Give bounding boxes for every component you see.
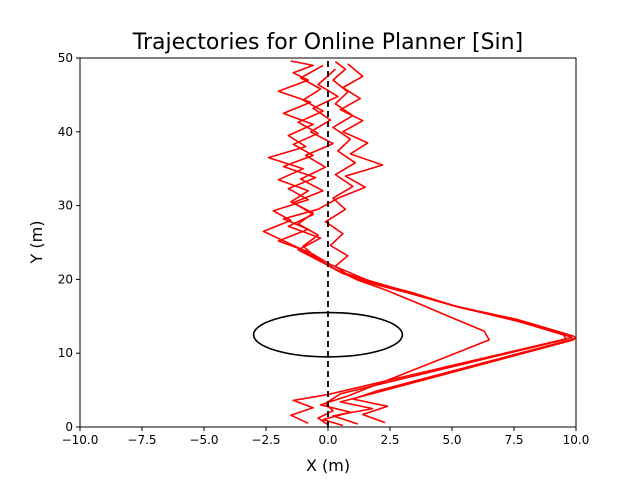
x-tick-label: 5.0 xyxy=(442,433,461,447)
trajectory-line-3 xyxy=(262,64,572,425)
x-tick-label: 7.5 xyxy=(504,433,523,447)
x-axis-label: X (m) xyxy=(306,456,350,475)
chart-title: Trajectories for Online Planner [Sin] xyxy=(132,30,523,55)
y-tick-label: 10 xyxy=(58,346,73,360)
x-tick-label: −5.0 xyxy=(189,433,218,447)
y-tick-label: 20 xyxy=(58,272,73,286)
trajectory-line-4 xyxy=(277,63,576,424)
trajectory-line-5 xyxy=(287,68,491,427)
y-tick-label: 30 xyxy=(58,199,73,213)
y-axis-label: Y (m) xyxy=(27,221,46,265)
y-tick-label: 0 xyxy=(65,420,73,434)
plot-area xyxy=(252,58,576,427)
x-tick-label: 10.0 xyxy=(563,433,590,447)
x-tick-label: −7.5 xyxy=(127,433,156,447)
trajectory-line-2 xyxy=(324,61,575,425)
plot-content xyxy=(252,58,576,427)
x-tick-label: −2.5 xyxy=(251,433,280,447)
plot-frame xyxy=(79,57,577,428)
x-tick-label: −10.0 xyxy=(62,433,99,447)
y-tick-label: 50 xyxy=(58,51,73,65)
x-tick-label: 0.0 xyxy=(318,433,337,447)
x-tick-label: 2.5 xyxy=(380,433,399,447)
y-tick-label: 40 xyxy=(58,125,73,139)
axis-ticks: −10.0 −7.5 −5.0 −2.5 0.0 2.5 5.0 7.5 10.0 0 10 20 30… xyxy=(58,51,590,447)
trajectory-line-1 xyxy=(267,60,567,426)
